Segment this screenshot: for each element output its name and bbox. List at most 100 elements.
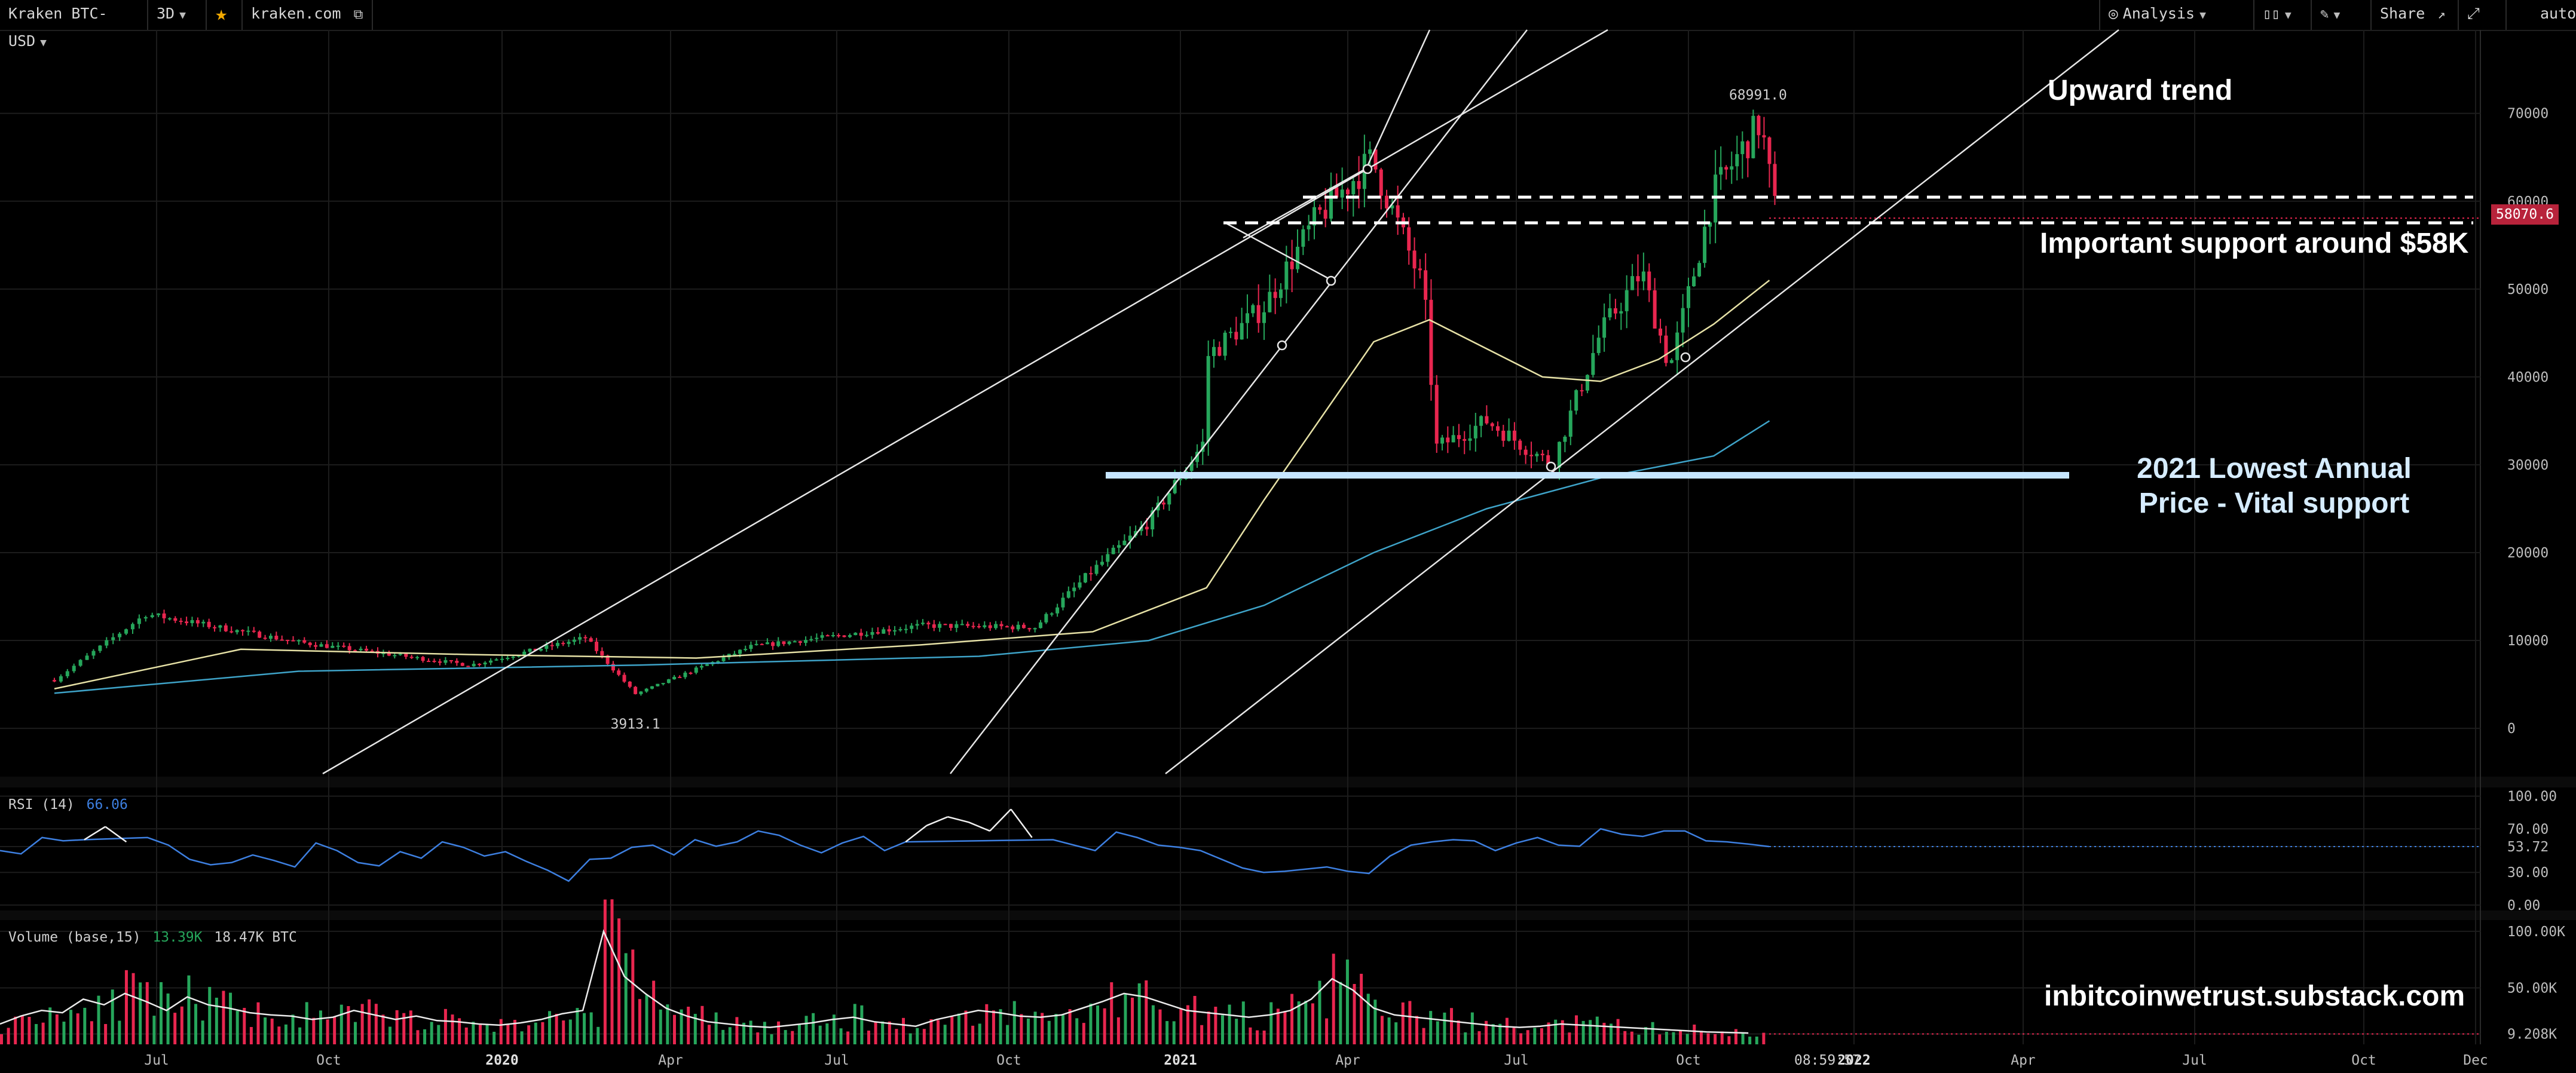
candle-body: [539, 648, 543, 651]
candle-body: [1602, 317, 1607, 338]
candle-body: [694, 667, 698, 673]
volume-bar: [1373, 1000, 1377, 1044]
candle-body: [1078, 582, 1082, 588]
volume-bar: [1207, 1011, 1210, 1044]
rsi-line: [0, 827, 1770, 882]
volume-bar: [1041, 1013, 1044, 1044]
volume-bar: [513, 1020, 516, 1044]
candle-body: [308, 642, 312, 645]
volume-bar: [596, 1026, 600, 1044]
volume-bar: [1103, 1008, 1106, 1044]
draw-tools-button[interactable]: ✎ ▼: [2311, 0, 2370, 30]
volume-bar: [180, 1006, 183, 1044]
candle-body: [1523, 449, 1528, 455]
volume-bar: [1457, 1020, 1460, 1044]
volume-ma-line: [0, 929, 1749, 1034]
symbol-selector[interactable]: Kraken BTC-USD ▼: [0, 0, 148, 50]
candle-body: [1379, 169, 1383, 196]
candle-body: [1373, 149, 1378, 170]
candle-body: [1268, 292, 1272, 312]
volume-bar: [839, 1028, 843, 1044]
scale-mode-button[interactable]: auto: [2505, 0, 2576, 30]
volume-bar: [1714, 1034, 1717, 1044]
volume-bar: [1408, 1001, 1412, 1044]
volume-bar: [1477, 1031, 1481, 1044]
candle-body: [1434, 385, 1439, 444]
trendline-anchor: [1680, 352, 1691, 363]
candle-body: [595, 642, 599, 651]
fullscreen-button[interactable]: ⤢: [2458, 0, 2505, 30]
candle-body: [589, 638, 593, 642]
volume-bar: [1380, 1016, 1384, 1044]
source-selector[interactable]: kraken.com ⧉: [243, 0, 373, 30]
trendline-bridge: [1225, 222, 1333, 282]
favorite-button[interactable]: ★: [207, 0, 243, 30]
candle-body: [528, 648, 532, 652]
candle-body: [893, 630, 897, 631]
volume-bar: [1415, 1016, 1418, 1044]
candle-body: [848, 635, 852, 637]
candle-body: [511, 657, 515, 658]
analysis-button[interactable]: ◎ Analysis ▼: [2099, 0, 2253, 30]
candle-body: [325, 644, 329, 648]
volume-bar: [41, 1022, 45, 1044]
interval-selector[interactable]: 3D ▼: [148, 0, 207, 30]
volume-bar: [1651, 1022, 1654, 1044]
volume-bar: [812, 1013, 815, 1044]
y-tick-label: 0: [2507, 721, 2516, 737]
annotation-annual-low: 2021 Lowest Annual Price - Vital support: [2116, 452, 2433, 521]
expand-icon: ⤢: [2467, 5, 2480, 23]
x-tick-label: Jul: [2182, 1053, 2207, 1068]
candle-body: [804, 640, 808, 643]
volume-bar: [978, 1023, 981, 1044]
volume-bar: [1241, 1001, 1245, 1044]
volume-bar: [908, 1033, 912, 1044]
candle-body: [404, 654, 408, 657]
annual-low-support-band: [1106, 472, 2069, 479]
candle-body: [644, 688, 648, 692]
volume-bar: [249, 1026, 253, 1044]
pencil-icon: ✎: [2320, 5, 2329, 22]
candle-body: [1708, 222, 1712, 227]
volume-bar: [666, 1004, 669, 1044]
external-link-icon: ⧉: [353, 7, 363, 22]
candle-body: [1540, 453, 1544, 455]
volume-bar: [388, 1026, 392, 1044]
axis-value-labels: 08:59:57: [1794, 1053, 1861, 1068]
candle-body: [776, 641, 781, 646]
volume-bar: [583, 1013, 586, 1044]
candle-body: [1094, 565, 1099, 574]
volume-bar: [243, 1008, 246, 1044]
volume-bar: [1283, 1011, 1287, 1044]
volume-bar: [1422, 1028, 1425, 1044]
volume-bar: [797, 1025, 801, 1044]
x-tick-label: Dec: [2463, 1053, 2488, 1068]
volume-bar: [1623, 1031, 1627, 1044]
candle-body: [1697, 263, 1702, 277]
candle-body: [1206, 355, 1210, 442]
candle-body: [230, 631, 234, 633]
volume-bar: [1464, 1032, 1467, 1044]
candle-body: [611, 664, 615, 671]
candle-body: [699, 666, 703, 668]
candle-body: [1189, 462, 1194, 471]
volume-plot: [0, 899, 2480, 1044]
volume-bar: [360, 1004, 364, 1044]
volume-bar: [1755, 1037, 1758, 1044]
trendline-long: [322, 29, 1608, 775]
candle-body: [246, 630, 250, 632]
candle-body: [870, 631, 874, 635]
volume-bar: [902, 1017, 905, 1044]
chart-type-button[interactable]: ▯▯ ▼: [2253, 0, 2311, 30]
candle-body: [661, 683, 665, 685]
volume-bar: [1581, 1020, 1585, 1044]
candle-body: [286, 639, 290, 641]
candle-body: [1596, 338, 1601, 353]
candle-body: [314, 645, 318, 647]
volume-bar: [270, 1018, 274, 1044]
volume-bar: [1360, 973, 1363, 1044]
trendline-anchor: [1326, 275, 1336, 286]
top-toolbar: Kraken BTC-USD ▼ 3D ▼ ★ kraken.com ⧉ ◎ Anal…: [0, 0, 2576, 50]
share-button[interactable]: Share ↗: [2370, 0, 2458, 30]
